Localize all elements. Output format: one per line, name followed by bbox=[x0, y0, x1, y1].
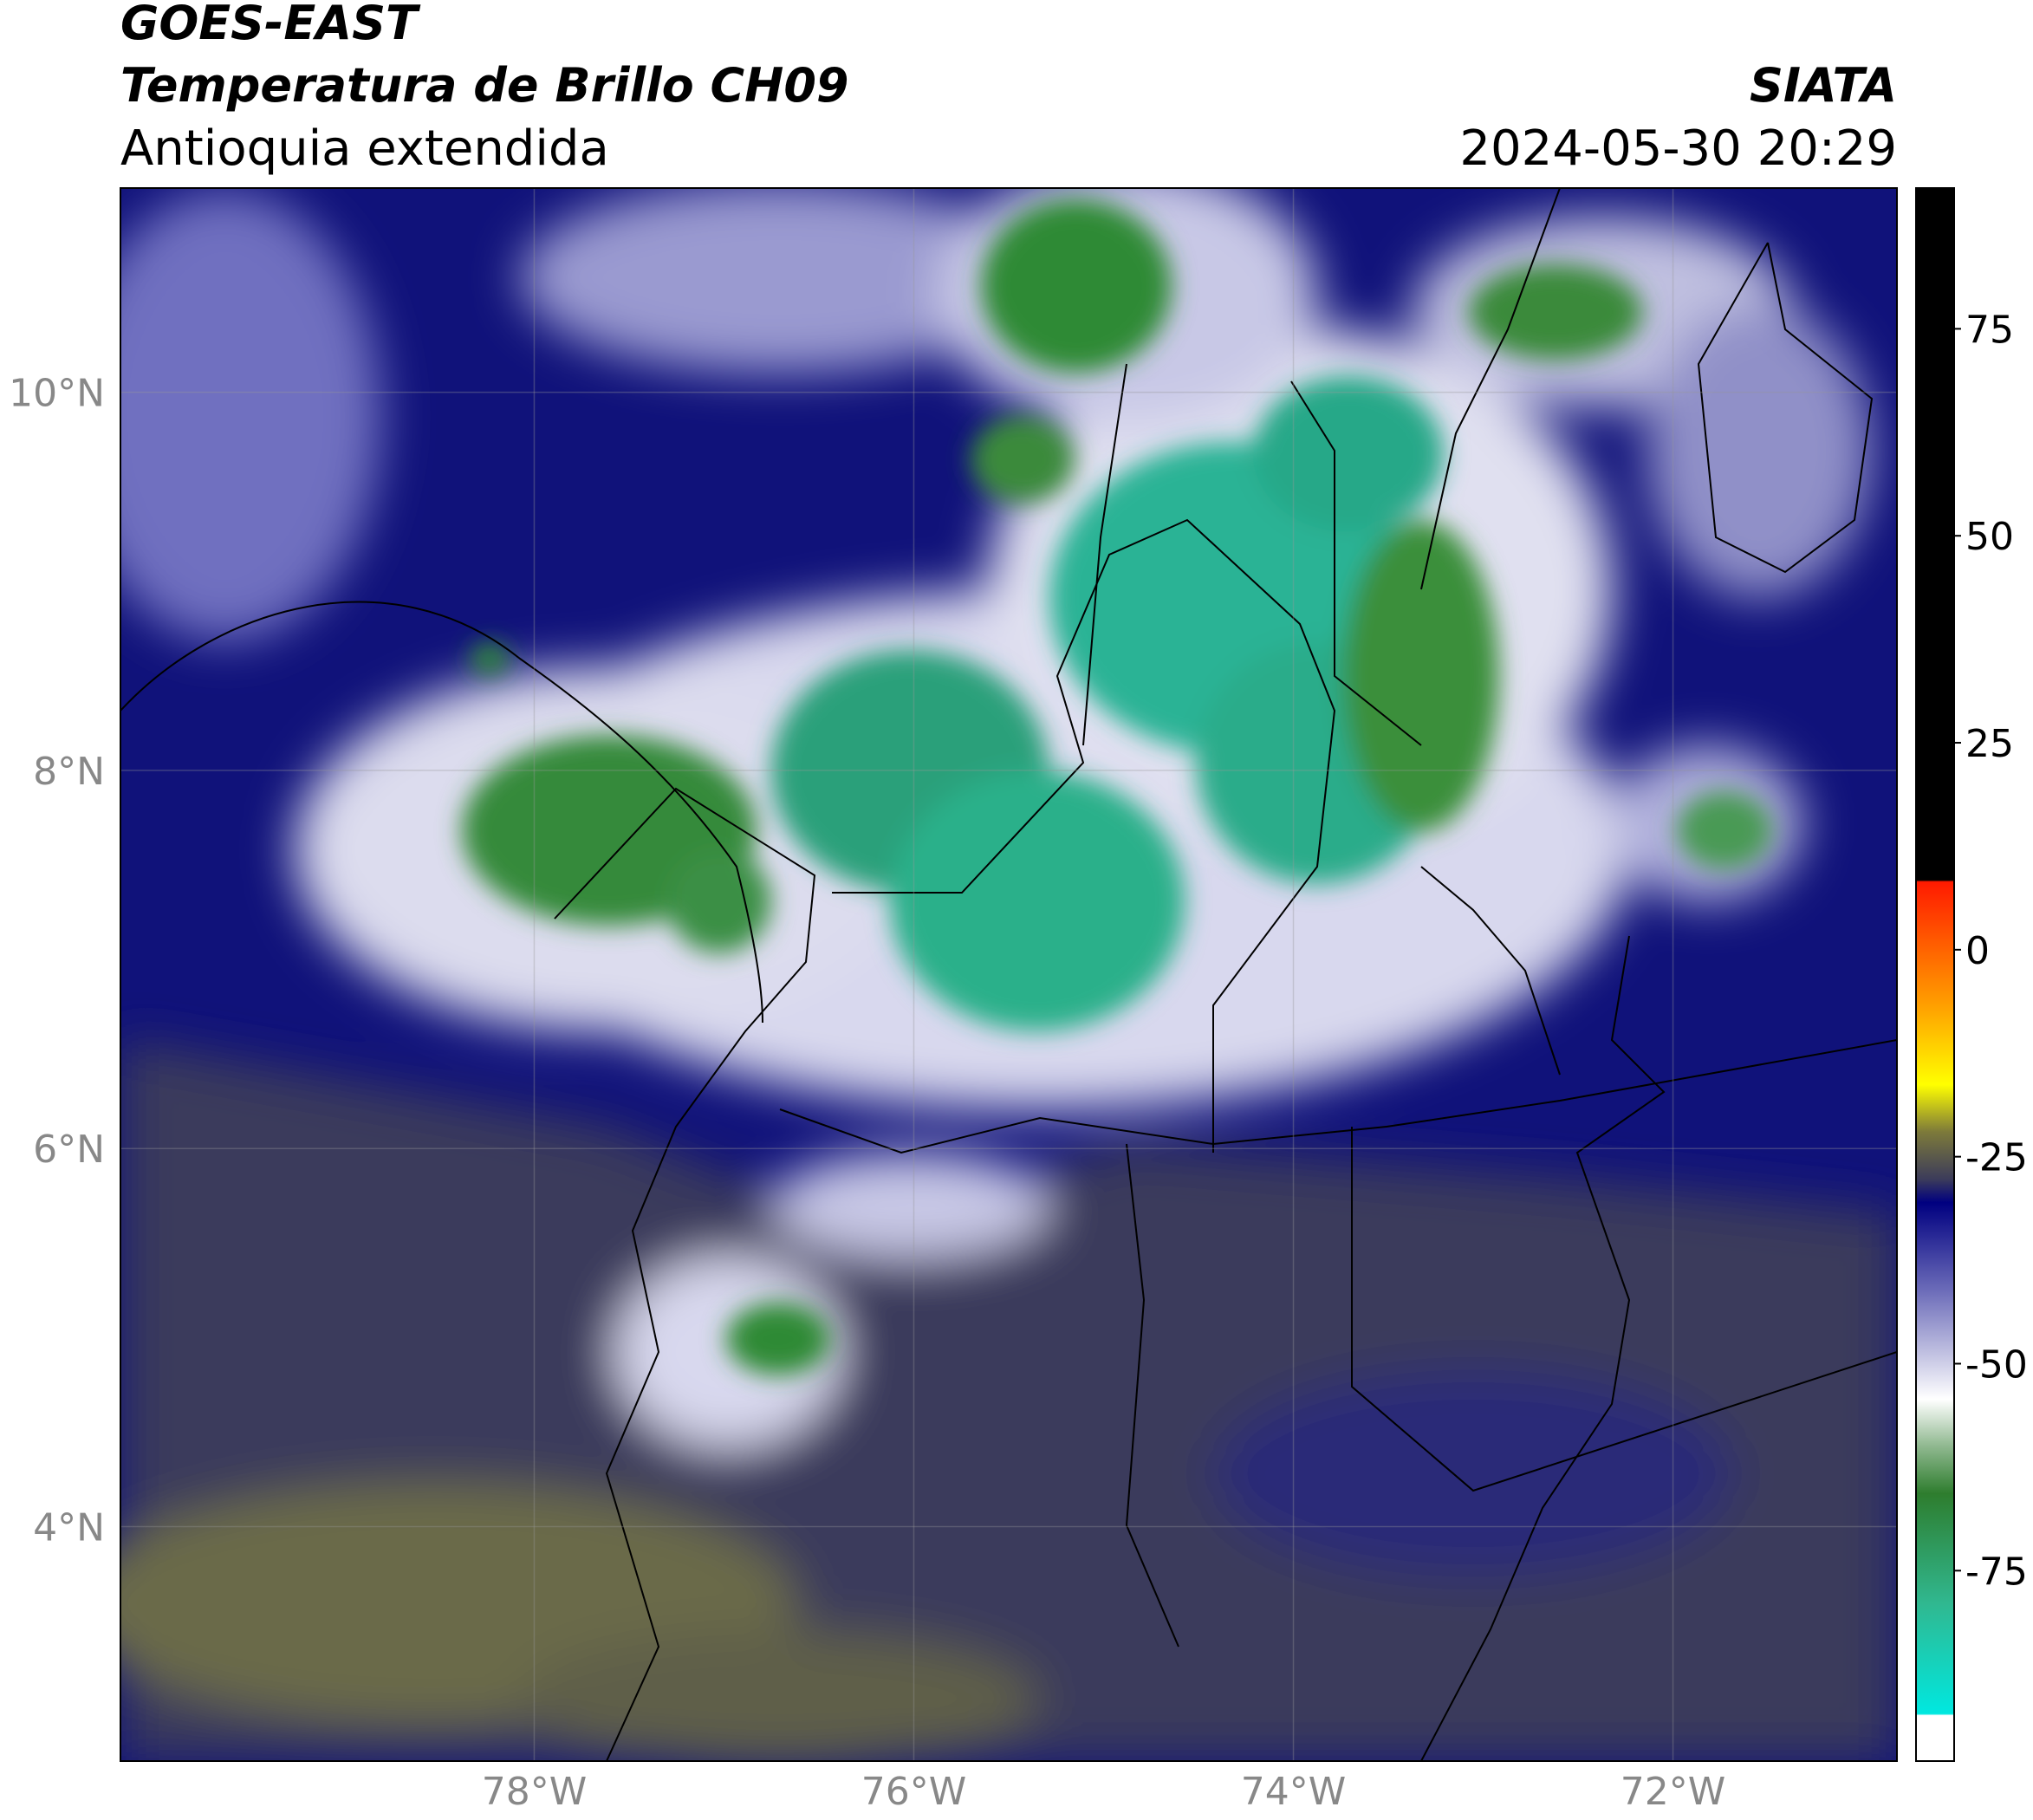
colorbar-tick-label: 75 bbox=[1965, 308, 2014, 352]
lat-tick-label: 6°N bbox=[33, 1128, 105, 1172]
lon-tick-label: 74°W bbox=[1241, 1770, 1347, 1814]
colorbar-tick-label: -25 bbox=[1965, 1136, 2028, 1180]
colorbar-tick-label: 0 bbox=[1965, 929, 1990, 973]
lon-tick-label: 78°W bbox=[482, 1770, 588, 1814]
graticule bbox=[120, 188, 1897, 1761]
lon-tick-label: 72°W bbox=[1621, 1770, 1726, 1814]
borders bbox=[120, 188, 1897, 1761]
map-frame bbox=[120, 187, 1898, 1762]
colorbar-tick-label: -50 bbox=[1965, 1342, 2028, 1387]
subtitle: Antioquia extendida bbox=[120, 120, 609, 177]
colorbar-tick-label: 25 bbox=[1965, 722, 2014, 766]
lat-tick-label: 10°N bbox=[9, 372, 105, 416]
lat-tick-label: 8°N bbox=[33, 750, 105, 794]
datetime: 2024-05-30 20:29 bbox=[1459, 120, 1897, 177]
title-line: Temperatura de Brillo CH09 bbox=[120, 58, 849, 113]
colorbar bbox=[1915, 187, 1955, 1762]
lon-tick-label: 76°W bbox=[861, 1770, 967, 1814]
satellite-image bbox=[120, 188, 1897, 1761]
title-line: GOES-EAST bbox=[120, 0, 421, 50]
lat-tick-label: 4°N bbox=[33, 1505, 105, 1550]
colorbar-tick-label: 50 bbox=[1965, 515, 2014, 559]
source: SIATA bbox=[1750, 58, 1897, 113]
colorbar-tick-label: -75 bbox=[1965, 1550, 2028, 1594]
